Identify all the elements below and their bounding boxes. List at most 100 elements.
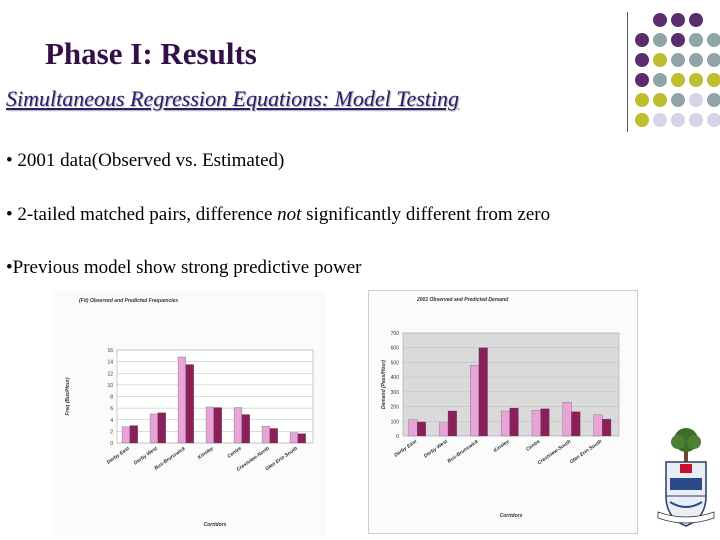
decorative-dot: [707, 53, 720, 67]
decorative-divider-line: [627, 12, 628, 132]
x-tick-label: Centre: [525, 439, 542, 453]
x-tick-label: Kinsley: [197, 446, 215, 461]
y-tick-label: 6: [110, 406, 113, 412]
decorative-dot: [653, 13, 667, 27]
y-tick-label: 100: [391, 419, 400, 425]
decorative-dot: [707, 113, 720, 127]
decorative-dot: [635, 113, 649, 127]
decorative-dot: [635, 53, 649, 67]
y-axis-label: Freq (Bus/Hour): [65, 377, 71, 415]
bar-series1: [233, 407, 243, 444]
decorative-dot: [653, 53, 667, 67]
bar-series2: [185, 364, 194, 444]
chart-title: 2001 Observed and Predicted Demand: [416, 297, 509, 303]
bullet-matched-pairs-text-start: • 2-tailed matched pairs, difference: [6, 204, 278, 225]
decorative-dot: [689, 13, 703, 27]
y-tick-label: 12: [107, 371, 113, 377]
bar-series1: [531, 410, 541, 437]
decorative-dot: [653, 33, 667, 47]
y-tick-label: 2: [110, 429, 113, 435]
bar-series2: [540, 408, 550, 437]
y-tick-label: 400: [391, 375, 400, 381]
y-tick-label: 600: [391, 346, 400, 352]
crest-motto-scroll: [657, 511, 715, 524]
bar-series1: [439, 422, 449, 437]
bar-series2: [269, 428, 278, 444]
bar-series1: [177, 356, 187, 444]
crest-wave-icon: [669, 501, 703, 508]
decorative-dot: [671, 73, 685, 87]
bar-series1: [470, 365, 480, 437]
x-tick-label: Bus-Brunswick: [446, 439, 479, 465]
bullet-matched-pairs-text-end: significantly different from zero: [301, 204, 551, 225]
decorative-dot: [635, 93, 649, 107]
x-tick-label: Derby East: [393, 439, 418, 459]
decorative-dot: [671, 93, 685, 107]
chart-title: (Fit) Observed and Predicted Frequencies: [79, 298, 178, 304]
bullet-predictive-power: •Previous model show strong predictive p…: [6, 257, 362, 278]
bar-series1: [121, 426, 131, 444]
decorative-dot: [653, 113, 667, 127]
decorative-dot: [671, 53, 685, 67]
bar-series1: [289, 432, 299, 444]
bullet-observed-vs-estimated: • 2001 data(Observed vs. Estimated): [6, 150, 285, 171]
slide-subtitle: Simultaneous Regression Equations: Model…: [6, 86, 460, 111]
decorative-dot: [689, 113, 703, 127]
decorative-dot: [635, 33, 649, 47]
decorative-dot-grid: [635, 13, 720, 127]
decorative-dot: [689, 93, 703, 107]
x-tick-label: Derby West: [423, 439, 449, 460]
bar-series2: [417, 421, 426, 437]
x-tick-label: Centre: [226, 446, 243, 460]
y-tick-label: 16: [107, 348, 113, 354]
x-tick-label: Bus-Brunswick: [153, 446, 186, 472]
decorative-dot: [671, 113, 685, 127]
bullet-matched-pairs-emphasis: not: [277, 204, 302, 225]
bar-series2: [213, 407, 222, 444]
y-tick-label: 0: [110, 441, 113, 447]
bullet-matched-pairs: • 2-tailed matched pairs, difference not…: [6, 204, 550, 226]
decorative-dot: [671, 13, 685, 27]
frequency-bar-chart: (Fit) Observed and Predicted Frequencies…: [51, 290, 326, 535]
bar-series2: [509, 407, 519, 437]
y-tick-label: 300: [391, 390, 400, 396]
x-tick-label: Derby East: [106, 446, 131, 466]
decorative-dot: [689, 53, 703, 67]
bar-series1: [408, 419, 418, 437]
crest-tree-icon: [671, 428, 701, 462]
bar-series2: [478, 347, 488, 437]
x-tick-label: Glen Erin South: [569, 439, 603, 466]
y-tick-label: 10: [107, 383, 113, 389]
bar-series2: [241, 414, 250, 444]
x-tick-label: Derby West: [133, 446, 159, 467]
x-tick-label: Kinsley: [493, 439, 511, 454]
slide-title: Phase I: Results: [45, 36, 257, 71]
y-tick-label: 14: [107, 360, 113, 366]
university-crest-logo: [657, 428, 715, 527]
bar-series1: [149, 413, 159, 444]
y-tick-label: 0: [396, 434, 399, 440]
bar-series1: [562, 402, 572, 437]
decorative-dot: [635, 73, 649, 87]
x-axis-label: Corridors: [500, 513, 523, 519]
decorative-dot: [707, 33, 720, 47]
crest-crown-icon: [680, 464, 692, 473]
bar-series1: [261, 425, 271, 444]
decorative-dot: [653, 73, 667, 87]
bar-series1: [593, 414, 603, 437]
decorative-dot: [653, 93, 667, 107]
y-tick-label: 8: [110, 395, 113, 401]
bar-series2: [447, 410, 457, 437]
decorative-dot: [671, 33, 685, 47]
bar-series2: [571, 411, 581, 437]
bar-series2: [297, 433, 306, 444]
decorative-dot: [707, 73, 720, 87]
x-tick-label: Crestview-South: [537, 439, 573, 467]
demand-bar-chart: 2001 Observed and Predicted Demand 0 100 20…: [368, 290, 638, 534]
bar-series1: [205, 406, 215, 444]
y-axis-label: Demand (Pass/Hour): [381, 360, 387, 410]
x-axis-label: Corridors: [204, 522, 227, 528]
crest-book-icon: [670, 478, 702, 490]
bar-series1: [500, 410, 510, 437]
y-tick-label: 500: [391, 360, 400, 366]
